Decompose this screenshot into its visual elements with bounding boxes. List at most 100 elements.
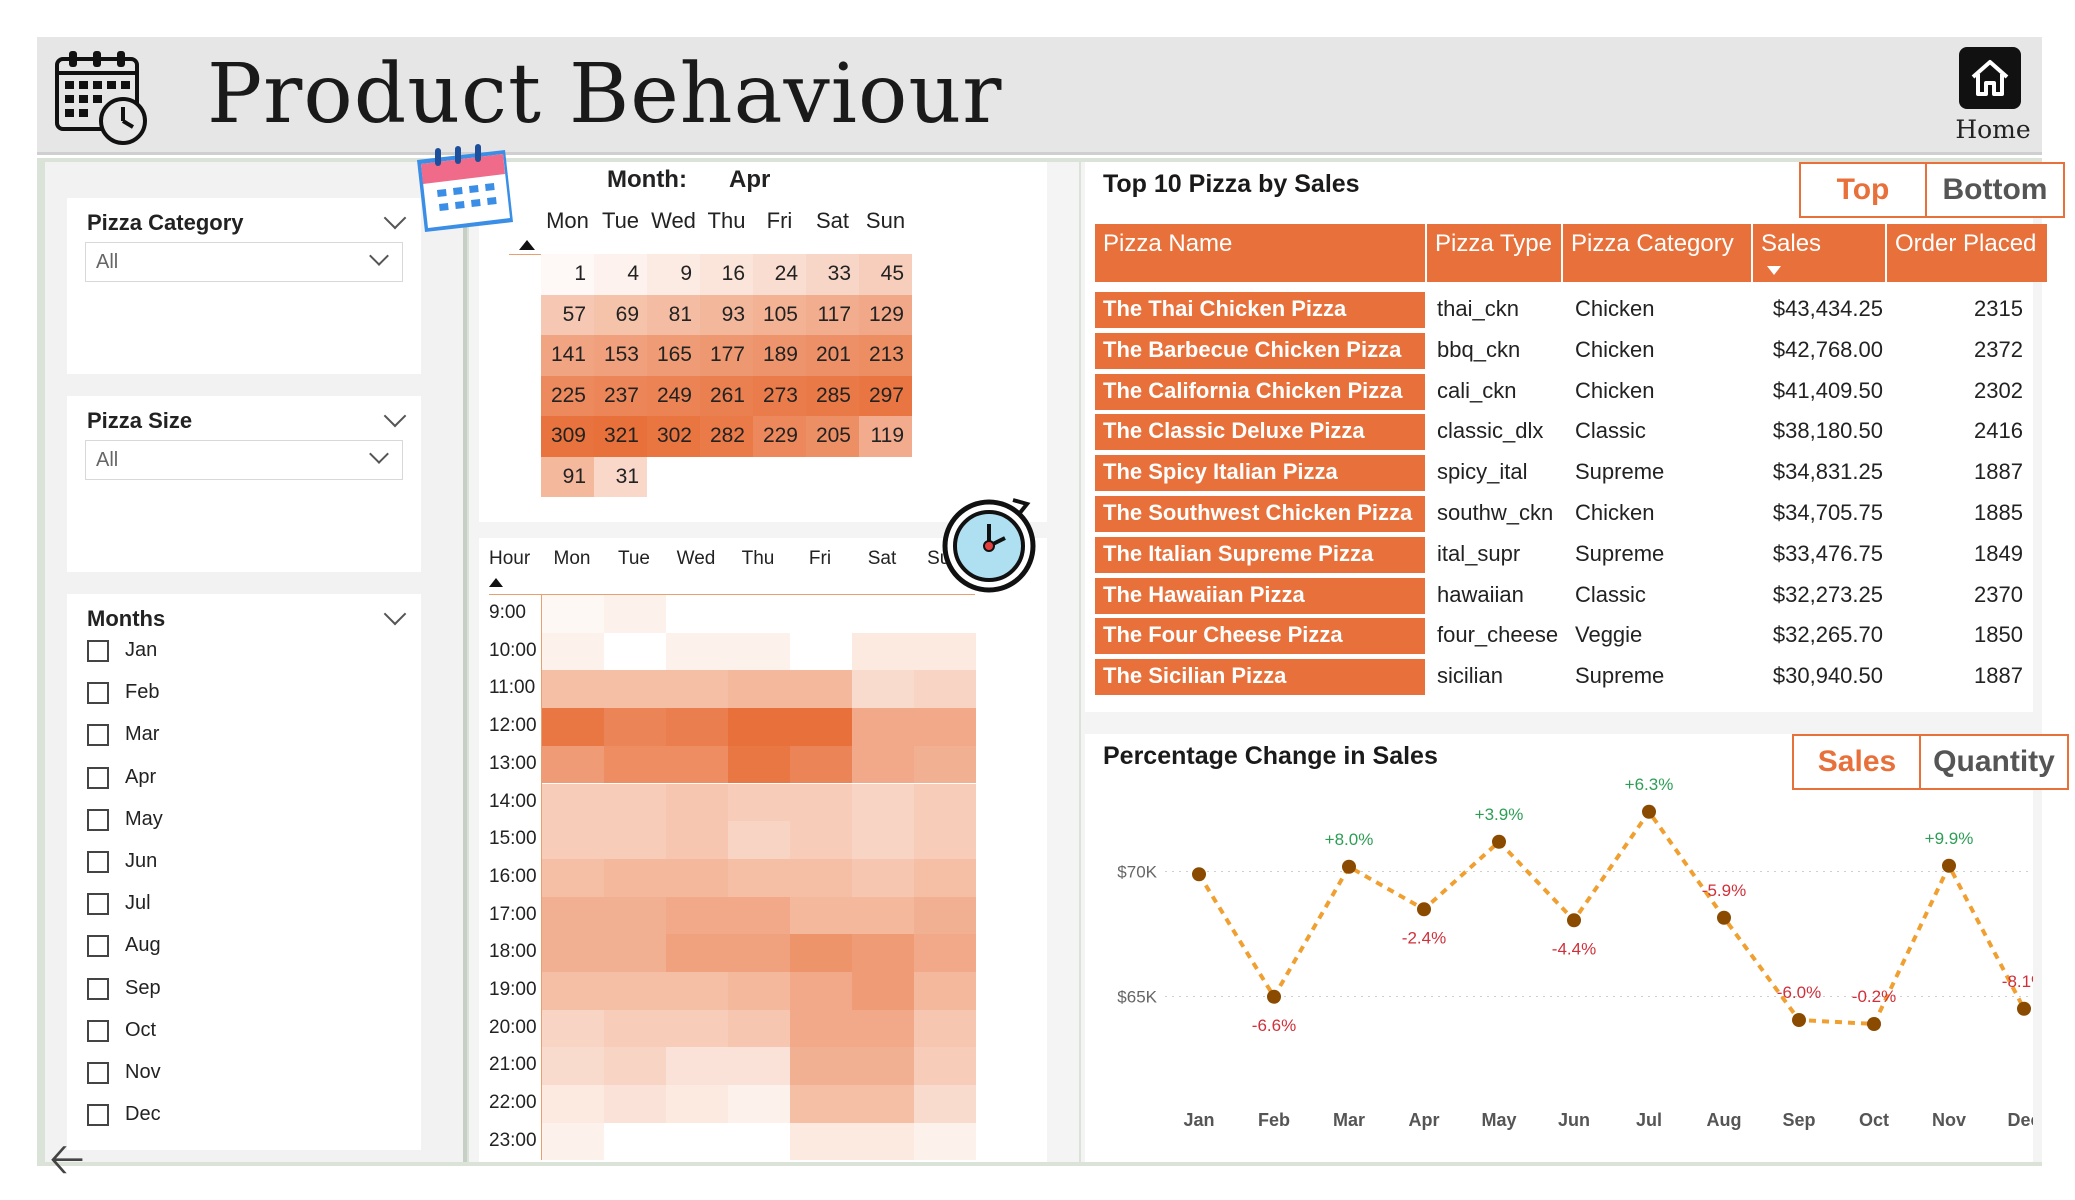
chevron-down-icon[interactable] <box>383 602 407 626</box>
calendar-cell[interactable] <box>806 254 859 295</box>
hourly-cell[interactable] <box>666 858 728 897</box>
calendar-cell[interactable] <box>647 375 700 416</box>
hourly-cell[interactable] <box>604 972 666 1010</box>
calendar-cell[interactable] <box>647 254 700 295</box>
hourly-cell[interactable] <box>604 1085 666 1123</box>
calendar-cell[interactable] <box>700 375 753 416</box>
calendar-cell[interactable] <box>541 375 594 416</box>
table-cell-pizza-name[interactable]: The Italian Supreme Pizza <box>1095 536 1425 573</box>
calendar-cell[interactable] <box>594 456 647 497</box>
hourly-cell[interactable] <box>852 1009 914 1048</box>
calendar-cell[interactable] <box>647 416 700 457</box>
hourly-cell[interactable] <box>790 632 852 671</box>
hourly-cell[interactable] <box>914 1009 976 1048</box>
hourly-cell[interactable] <box>790 972 852 1010</box>
hourly-cell[interactable] <box>728 934 790 972</box>
hourly-cell[interactable] <box>790 745 852 784</box>
hourly-cell[interactable] <box>728 1085 790 1123</box>
calendar-cell[interactable] <box>859 335 912 376</box>
hourly-cell[interactable] <box>666 896 728 935</box>
hourly-cell[interactable] <box>914 783 976 822</box>
table-header-1[interactable]: Pizza Type <box>1427 224 1561 282</box>
hourly-cell[interactable] <box>914 821 976 859</box>
hourly-cell[interactable] <box>914 632 976 671</box>
sort-up-icon[interactable] <box>489 578 503 587</box>
hourly-cell[interactable] <box>852 783 914 822</box>
hourly-cell[interactable] <box>604 934 666 972</box>
table-cell-pizza-name[interactable]: The Spicy Italian Pizza <box>1095 455 1425 492</box>
toggle-top-button[interactable]: Top <box>1799 162 1927 218</box>
table-cell-pizza-name[interactable]: The Thai Chicken Pizza <box>1095 292 1425 328</box>
hourly-cell[interactable] <box>790 1047 852 1086</box>
calendar-cell[interactable] <box>753 254 806 295</box>
checkbox[interactable] <box>87 682 109 705</box>
calendar-cell[interactable] <box>806 335 859 376</box>
calendar-cell[interactable] <box>541 416 594 457</box>
hourly-cell[interactable] <box>728 1122 790 1161</box>
hourly-cell[interactable] <box>666 595 728 633</box>
data-point[interactable] <box>1717 910 1731 925</box>
hourly-cell[interactable] <box>666 821 728 859</box>
size-dropdown[interactable]: All <box>85 440 403 480</box>
hourly-cell[interactable] <box>542 896 604 935</box>
calendar-cell[interactable] <box>859 254 912 295</box>
calendar-cell[interactable] <box>594 375 647 416</box>
hourly-cell[interactable] <box>914 858 976 897</box>
checkbox[interactable] <box>87 977 109 1000</box>
hourly-cell[interactable] <box>666 1047 728 1086</box>
table-cell-pizza-name[interactable]: The Southwest Chicken Pizza <box>1095 496 1425 532</box>
hourly-cell[interactable] <box>852 972 914 1010</box>
data-point[interactable] <box>1192 867 1206 882</box>
calendar-cell[interactable] <box>594 294 647 335</box>
hourly-cell[interactable] <box>790 1009 852 1048</box>
table-header-2[interactable]: Pizza Category <box>1563 224 1751 282</box>
calendar-cell[interactable] <box>859 294 912 335</box>
sort-down-icon[interactable] <box>1767 266 1781 275</box>
hourly-cell[interactable] <box>852 632 914 671</box>
hourly-cell[interactable] <box>728 821 790 859</box>
hourly-cell[interactable] <box>790 708 852 746</box>
table-cell-pizza-name[interactable]: The Four Cheese Pizza <box>1095 618 1425 655</box>
hourly-cell[interactable] <box>852 595 914 633</box>
hourly-cell[interactable] <box>914 1122 976 1161</box>
hourly-cell[interactable] <box>852 896 914 935</box>
hourly-cell[interactable] <box>542 1122 604 1161</box>
calendar-cell[interactable] <box>541 294 594 335</box>
hourly-cell[interactable] <box>852 670 914 709</box>
hourly-cell[interactable] <box>542 708 604 746</box>
data-point[interactable] <box>1342 859 1356 874</box>
hourly-cell[interactable] <box>914 595 976 633</box>
calendar-cell[interactable] <box>859 416 912 457</box>
checkbox[interactable] <box>87 893 109 916</box>
data-point[interactable] <box>1942 858 1956 873</box>
data-point[interactable] <box>1267 989 1281 1004</box>
hourly-cell[interactable] <box>542 972 604 1010</box>
hourly-cell[interactable] <box>542 783 604 822</box>
hourly-cell[interactable] <box>728 595 790 633</box>
data-point[interactable] <box>1492 834 1506 849</box>
hourly-cell[interactable] <box>914 896 976 935</box>
hourly-cell[interactable] <box>728 632 790 671</box>
calendar-cell[interactable] <box>753 375 806 416</box>
calendar-cell[interactable] <box>806 294 859 335</box>
calendar-cell[interactable] <box>753 416 806 457</box>
hourly-cell[interactable] <box>790 858 852 897</box>
checkbox[interactable] <box>87 766 109 789</box>
data-point[interactable] <box>1792 1013 1806 1027</box>
data-point[interactable] <box>1867 1017 1881 1031</box>
hourly-cell[interactable] <box>728 1009 790 1048</box>
calendar-cell[interactable] <box>594 254 647 295</box>
table-header-3[interactable]: Sales <box>1753 224 1885 282</box>
toggle-bottom-button[interactable]: Bottom <box>1925 162 2065 218</box>
checkbox[interactable] <box>87 935 109 958</box>
calendar-cell[interactable] <box>806 416 859 457</box>
hourly-cell[interactable] <box>914 708 976 746</box>
hourly-cell[interactable] <box>604 1047 666 1086</box>
hourly-cell[interactable] <box>666 670 728 709</box>
hourly-cell[interactable] <box>604 858 666 897</box>
hourly-cell[interactable] <box>852 858 914 897</box>
table-header-0[interactable]: Pizza Name <box>1095 224 1425 282</box>
calendar-cell[interactable] <box>541 335 594 376</box>
hourly-cell[interactable] <box>728 708 790 746</box>
hourly-cell[interactable] <box>542 1009 604 1048</box>
